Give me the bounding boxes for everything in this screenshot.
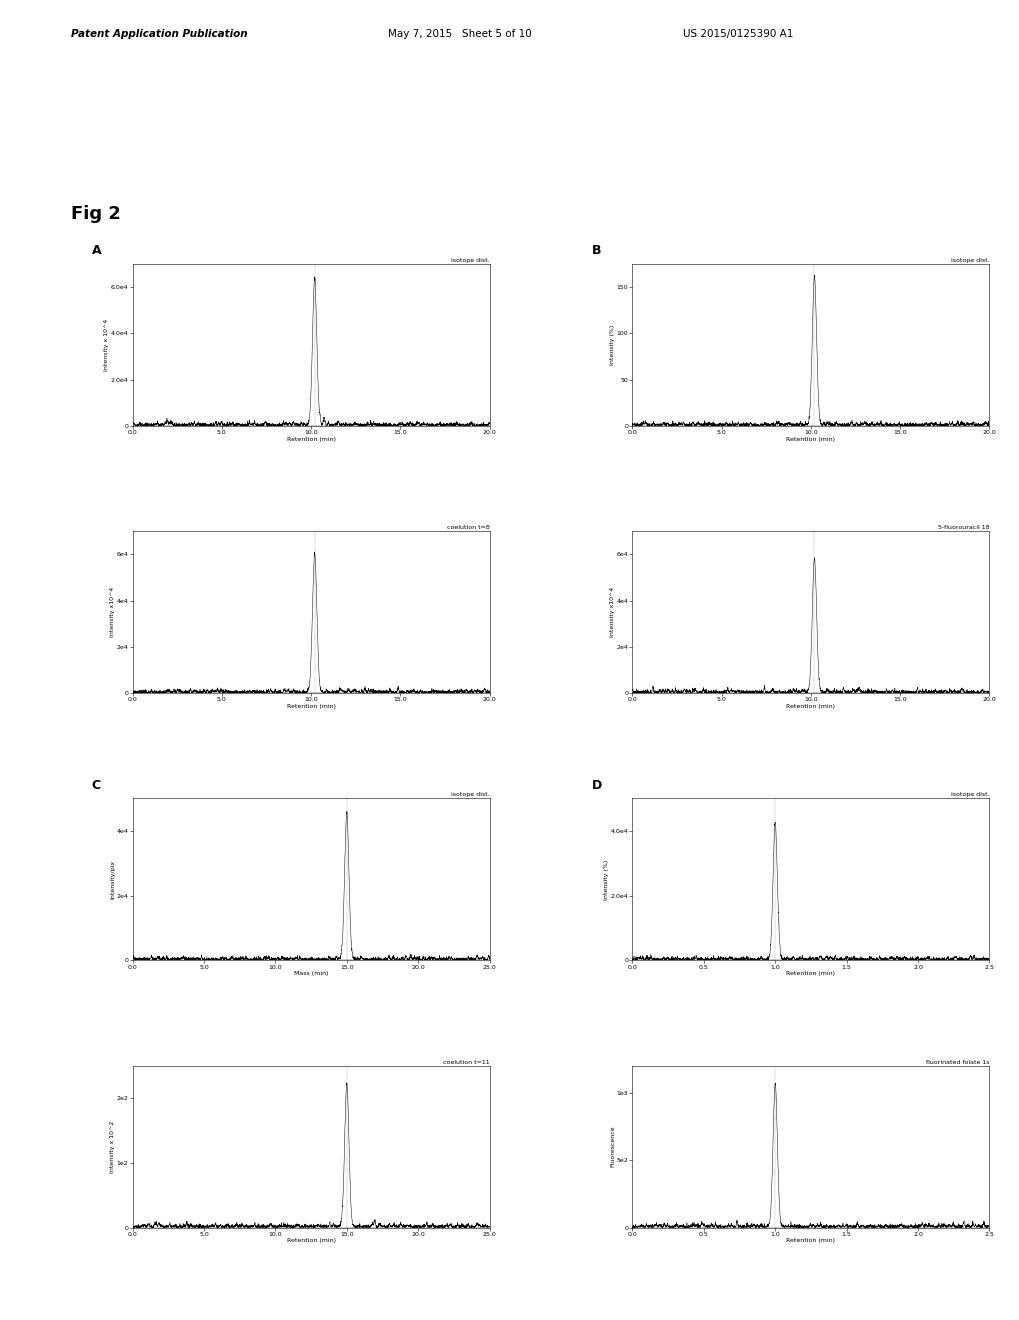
Text: isotope dist.: isotope dist. bbox=[950, 257, 988, 263]
Y-axis label: Intensity x10^4: Intensity x10^4 bbox=[110, 587, 115, 638]
Text: isotope dist.: isotope dist. bbox=[450, 792, 489, 797]
Text: 5-fluorouracil 18: 5-fluorouracil 18 bbox=[937, 525, 988, 531]
Text: C: C bbox=[92, 779, 101, 792]
Text: fluorinated folate 1s: fluorinated folate 1s bbox=[925, 1060, 988, 1064]
X-axis label: Retention (min): Retention (min) bbox=[286, 704, 335, 709]
X-axis label: Retention (min): Retention (min) bbox=[786, 437, 835, 441]
Text: US 2015/0125390 A1: US 2015/0125390 A1 bbox=[683, 29, 793, 40]
Y-axis label: Intensity/pix: Intensity/pix bbox=[110, 859, 115, 899]
Y-axis label: Intensity (%): Intensity (%) bbox=[603, 859, 608, 899]
X-axis label: Retention (min): Retention (min) bbox=[786, 1238, 835, 1243]
X-axis label: Retention (min): Retention (min) bbox=[786, 704, 835, 709]
Text: A: A bbox=[92, 244, 101, 257]
Y-axis label: Intensity x10^4: Intensity x10^4 bbox=[609, 587, 614, 638]
Text: coelution t=11: coelution t=11 bbox=[442, 1060, 489, 1064]
Y-axis label: Fluorescence: Fluorescence bbox=[609, 1126, 614, 1167]
Text: D: D bbox=[591, 779, 601, 792]
Text: B: B bbox=[591, 244, 600, 257]
Text: Fig 2: Fig 2 bbox=[71, 205, 121, 223]
X-axis label: Retention (min): Retention (min) bbox=[286, 437, 335, 441]
X-axis label: Mass (min): Mass (min) bbox=[293, 972, 328, 975]
Text: Patent Application Publication: Patent Application Publication bbox=[71, 29, 248, 40]
Text: isotope dist.: isotope dist. bbox=[450, 257, 489, 263]
Text: isotope dist.: isotope dist. bbox=[950, 792, 988, 797]
X-axis label: Retention (min): Retention (min) bbox=[286, 1238, 335, 1243]
Text: May 7, 2015   Sheet 5 of 10: May 7, 2015 Sheet 5 of 10 bbox=[387, 29, 531, 40]
Y-axis label: Intensity x 10^2: Intensity x 10^2 bbox=[110, 1121, 115, 1172]
X-axis label: Retention (min): Retention (min) bbox=[786, 972, 835, 975]
Text: coelution t=8: coelution t=8 bbox=[446, 525, 489, 531]
Y-axis label: Intensity x 10^4: Intensity x 10^4 bbox=[104, 319, 109, 371]
Y-axis label: Intensity (%): Intensity (%) bbox=[609, 325, 614, 366]
